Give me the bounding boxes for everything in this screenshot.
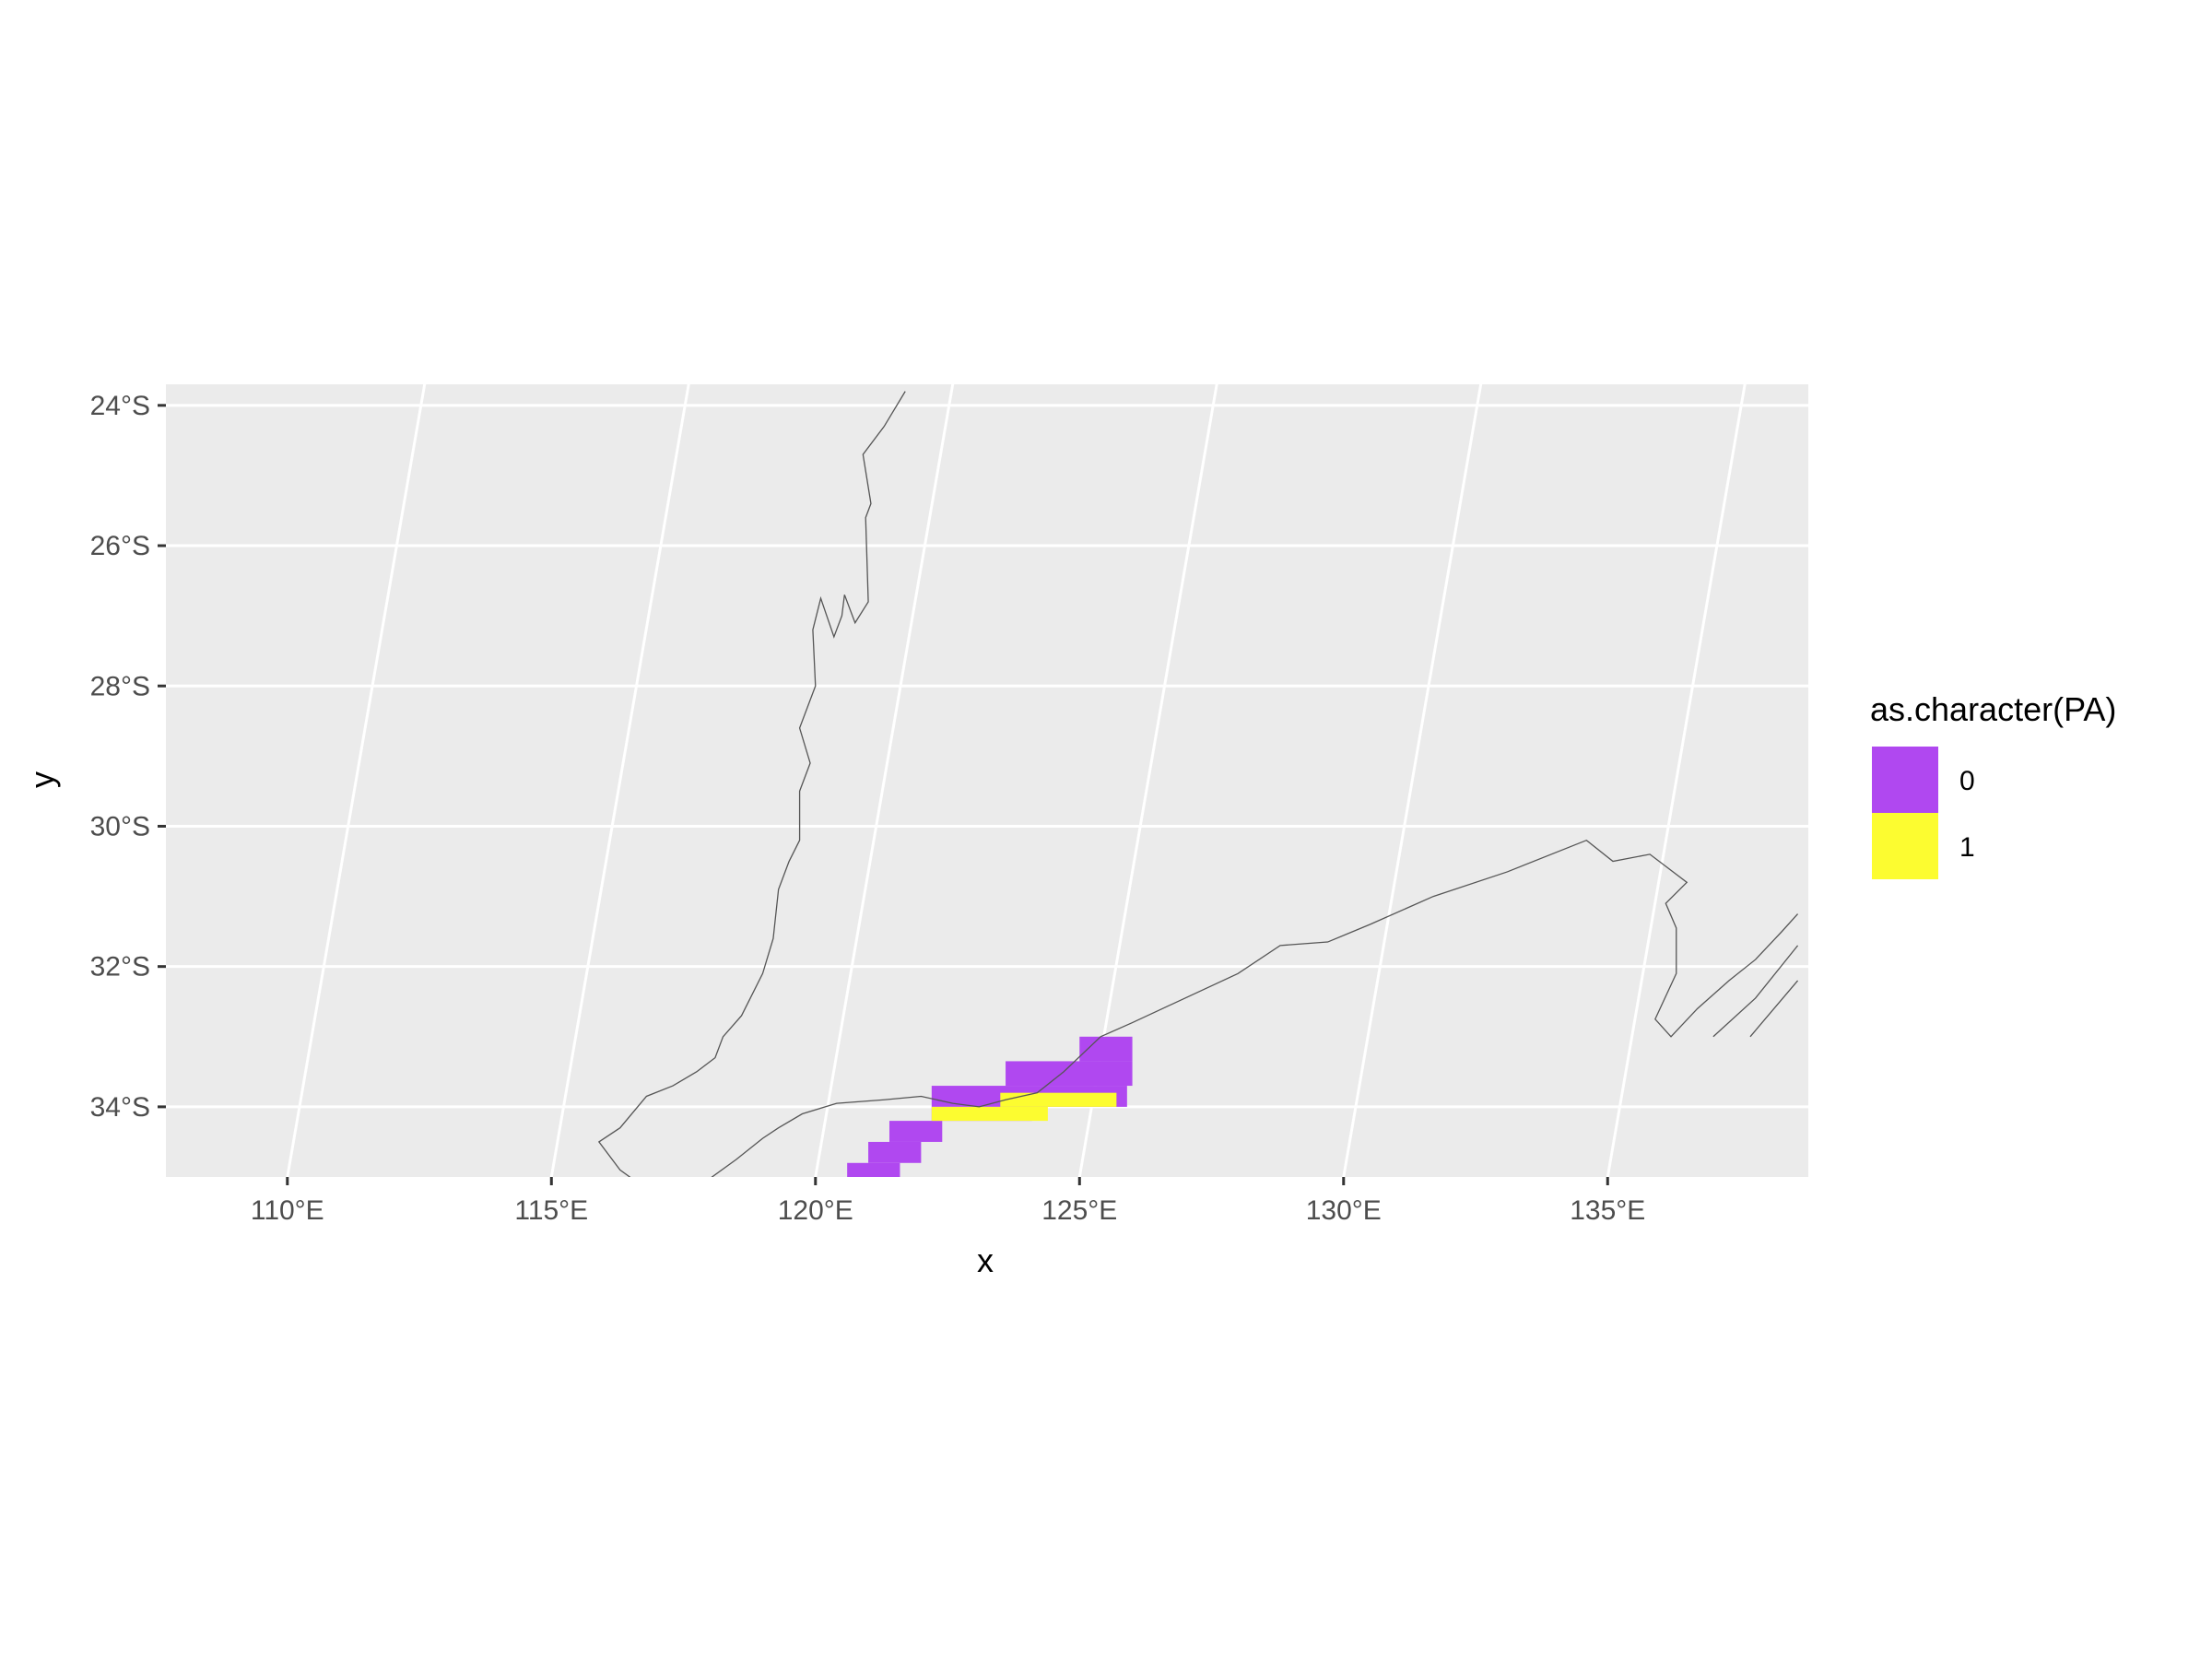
- y-tick-label: 28°S: [90, 671, 150, 701]
- panel-background: [166, 384, 1808, 1177]
- cell-pa-0: [888, 1121, 943, 1142]
- cell-pa-0: [1006, 1061, 1133, 1087]
- legend-keys: 01: [1872, 747, 1975, 879]
- meridian-gridline: [286, 384, 427, 1177]
- x-tick-label: 115°E: [514, 1195, 588, 1226]
- coastline-path: [1749, 980, 1799, 1038]
- map-panel: [166, 384, 1808, 1177]
- y-tick-label: 26°S: [90, 531, 150, 561]
- x-tick-label: 130°E: [1306, 1195, 1382, 1226]
- meridian-gridline: [1342, 384, 1483, 1177]
- meridian-gridline: [814, 384, 955, 1177]
- cell-pa-1: [931, 1106, 1048, 1122]
- legend-title: as.character(PA): [1870, 690, 2116, 728]
- legend-key-label: 0: [1959, 766, 1975, 796]
- y-tick-label: 34°S: [90, 1092, 150, 1123]
- y-tick-label: 24°S: [90, 391, 150, 421]
- cell-pa-0: [868, 1141, 922, 1163]
- y-axis-title: y: [23, 771, 61, 788]
- meridian-gridline: [1077, 384, 1218, 1177]
- x-tick-label: 120°E: [778, 1195, 853, 1226]
- x-axis: 110°E 115°E 120°E 125°E 130°E 135°E: [251, 1177, 1645, 1226]
- meridian-gridline: [1606, 384, 1747, 1177]
- y-axis: 24°S 26°S 28°S 30°S 32°S 34°S: [90, 391, 166, 1123]
- cell-pa-1: [1000, 1092, 1117, 1107]
- x-tick-label: 135°E: [1570, 1195, 1645, 1226]
- legend-key-label: 1: [1959, 832, 1975, 863]
- coastline: [597, 391, 1799, 1177]
- meridian-gridline: [549, 384, 690, 1177]
- y-tick-label: 30°S: [90, 811, 150, 841]
- legend-key-swatch: [1872, 747, 1938, 813]
- presence-absence-cells: [847, 1036, 1133, 1177]
- x-tick-label: 125°E: [1041, 1195, 1117, 1226]
- graticule: [166, 384, 1808, 1177]
- y-tick-label: 32°S: [90, 952, 150, 982]
- x-axis-title: x: [977, 1241, 994, 1279]
- coastline-path: [597, 391, 1799, 1177]
- legend: as.character(PA) 01: [1870, 690, 2116, 879]
- legend-key-swatch: [1872, 813, 1938, 879]
- coastline-path: [1712, 945, 1799, 1038]
- x-tick-label: 110°E: [251, 1195, 324, 1226]
- cell-pa-0: [847, 1162, 900, 1177]
